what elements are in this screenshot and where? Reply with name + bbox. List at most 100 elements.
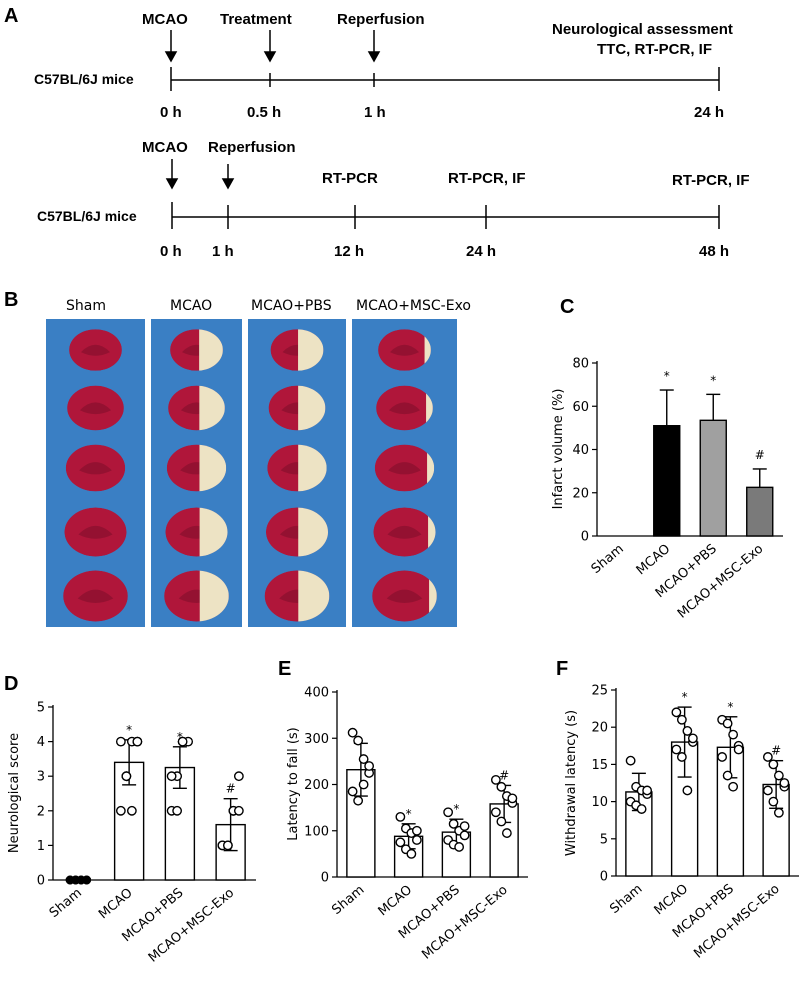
brain-slice-inner-structure (387, 525, 422, 539)
brain-slice-inner-structure (78, 525, 113, 539)
data-point (671, 744, 682, 755)
data-point (762, 752, 773, 762)
data-point (126, 805, 137, 816)
x-tick-label: MCAO (634, 542, 674, 579)
panel-letter-d: D (4, 673, 18, 695)
y-tick-label: 60 (572, 400, 589, 415)
x-tick-label: MCAO (652, 882, 692, 919)
brain-slice-inner-structure (80, 344, 111, 356)
brain-slice (378, 329, 431, 371)
data-point (636, 804, 647, 814)
y-tick-label: 20 (572, 486, 589, 501)
brain-slice-inner-structure (388, 402, 421, 415)
chart-latency-to-fall: 0 100 200 300 400 Latency to fall (s) Sham * MCA… (286, 686, 528, 963)
data-point (722, 718, 733, 729)
data-point (222, 840, 233, 851)
brain-slice (264, 570, 330, 622)
brain-slice (267, 444, 327, 492)
data-point (454, 842, 465, 852)
significance-marker: * (177, 730, 183, 744)
significance-marker: * (453, 802, 459, 816)
timeline-1-time-1: 0 h (160, 104, 182, 121)
brain-slice-inner-structure (388, 462, 421, 475)
data-point (115, 736, 126, 747)
photo-column-mcao (151, 319, 242, 627)
y-tick-label: 0 (37, 874, 45, 889)
data-point (347, 786, 358, 797)
infarct-region (429, 570, 437, 622)
data-point (625, 755, 636, 766)
x-tick-label: Sham (607, 882, 645, 917)
panel-letter-e: E (278, 658, 291, 680)
brain-slice (69, 329, 122, 371)
y-tick-label: 5 (37, 701, 45, 716)
timeline-2-time-3: 12 h (334, 243, 364, 260)
data-point (728, 729, 739, 740)
y-tick-label: 100 (304, 824, 329, 839)
y-axis-label: Neurological score (7, 733, 22, 853)
data-point (762, 785, 773, 796)
data-point (172, 805, 183, 816)
panel-b: B Sham MCAO MCAO+PBS MCAO+MSC-Exo (4, 289, 471, 627)
data-point (358, 779, 369, 790)
data-point (411, 835, 422, 845)
brain-slice (168, 385, 225, 431)
timeline-1-time-4: 24 h (694, 104, 724, 121)
significance-marker: * (126, 723, 132, 737)
data-point (443, 807, 454, 818)
timeline-2: MCAO Reperfusion RT-PCR RT-PCR, IF RT-PC… (37, 139, 750, 260)
data-point (671, 707, 682, 718)
brain-slice (376, 385, 433, 431)
timeline-1-end-label-line1: Neurological assessment (552, 21, 733, 38)
data-point (676, 714, 687, 725)
data-point (507, 793, 518, 804)
photo-column-mcao-pbs (248, 319, 346, 627)
x-tick-label: MCAO+MSC-Exo (419, 883, 510, 963)
timeline-1-end-label-line2: TTC, RT-PCR, IF (597, 41, 712, 58)
data-point (682, 785, 693, 796)
y-tick-label: 20 (591, 721, 608, 736)
data-point (773, 770, 784, 781)
brain-slice (265, 507, 329, 557)
y-tick-label: 400 (304, 686, 329, 701)
data-point (353, 735, 364, 746)
data-point (490, 807, 501, 818)
brain-slice (67, 385, 124, 431)
data-point (773, 807, 784, 818)
timeline-2-event-label-4: RT-PCR, IF (448, 170, 526, 187)
brain-slice (64, 507, 127, 557)
chart-infarct-volume: 0 20 40 60 80 Infarct volume (%) Sham * MCAO * MCA… (551, 357, 783, 622)
timeline-2-time-2: 1 h (212, 243, 234, 260)
y-tick-label: 40 (572, 443, 589, 458)
data-point (768, 796, 779, 807)
brain-slice (65, 444, 126, 492)
infarct-region (424, 329, 431, 371)
photo-column-mcao-msc-exo (352, 319, 457, 627)
panel-letter-c: C (560, 296, 574, 318)
y-tick-label: 5 (600, 832, 608, 847)
timeline-1: MCAO Treatment Reperfusion Neurological … (34, 11, 733, 121)
data-point (406, 848, 417, 859)
data-point (459, 821, 470, 832)
data-point (501, 828, 512, 838)
data-point (395, 811, 406, 822)
timeline-2-mice-label: C57BL/6J mice (37, 208, 137, 224)
significance-marker: * (710, 373, 716, 387)
y-tick-label: 4 (37, 735, 45, 750)
data-point (395, 837, 406, 848)
brain-slice-inner-structure (386, 589, 423, 604)
panel-letter-a: A (4, 5, 18, 27)
y-tick-label: 0 (581, 530, 589, 545)
brain-slice (170, 329, 223, 371)
ttc-photo-grid (46, 319, 457, 627)
y-tick-label: 0 (600, 870, 608, 885)
bar (746, 486, 774, 537)
data-point (132, 736, 143, 747)
data-point (676, 752, 687, 762)
data-point (364, 761, 375, 771)
timeline-2-arrowhead-2 (221, 178, 235, 190)
panel-letter-f: F (556, 658, 568, 680)
data-point (722, 770, 733, 781)
